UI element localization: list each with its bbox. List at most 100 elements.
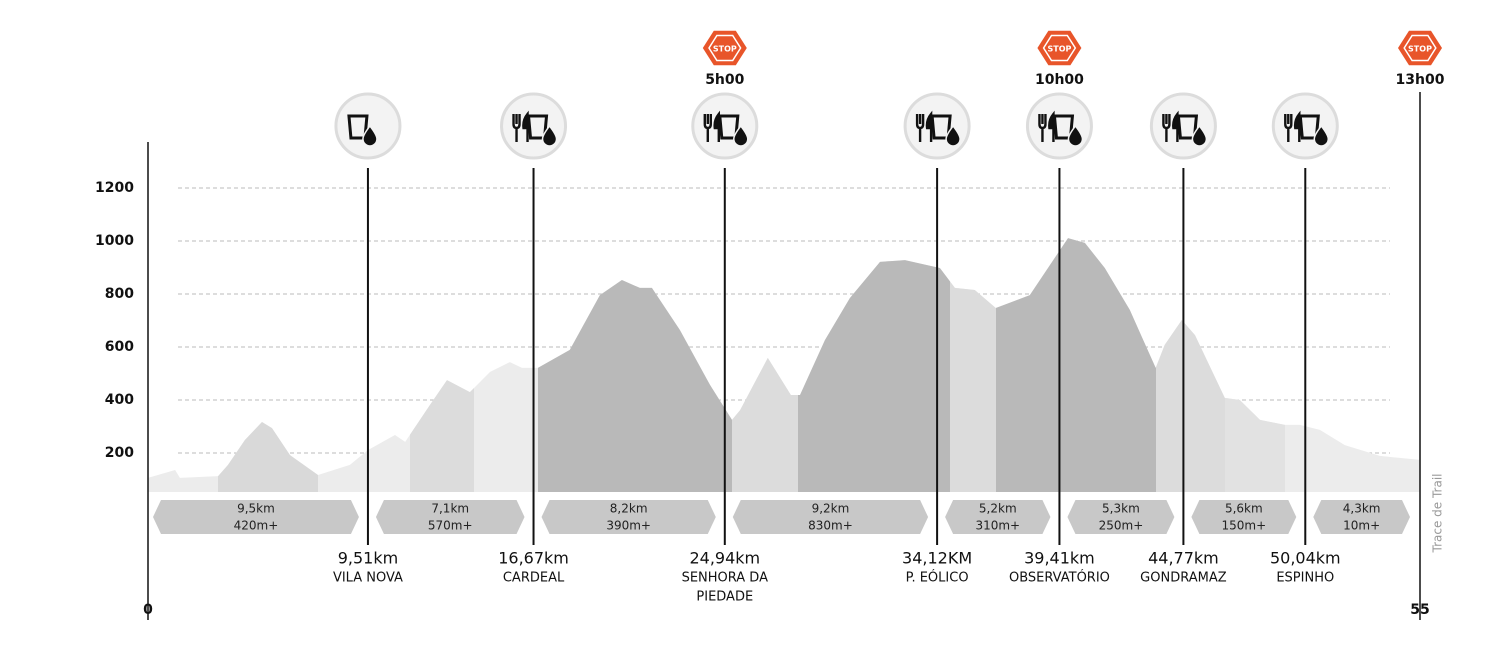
service-icon: [1025, 92, 1093, 160]
checkpoint-km: 50,04km: [1270, 549, 1341, 568]
drop: [1191, 124, 1208, 147]
checkpoint-name: OBSERVATÓRIO: [1009, 570, 1110, 586]
icon-circle: [691, 92, 759, 160]
drop: [362, 124, 378, 147]
drop: [1067, 124, 1084, 147]
segment-gain: 150m+: [1222, 519, 1267, 533]
fork: [915, 114, 925, 142]
checkpoint-name: CARDEAL: [503, 571, 565, 586]
checkpoint-name: P. EÓLICO: [906, 570, 969, 586]
segment-gain: 420m+: [234, 519, 279, 533]
icon-circle: [1025, 92, 1093, 160]
drop: [945, 124, 961, 147]
segment-gain: 310m+: [975, 519, 1020, 533]
knife: [522, 110, 529, 142]
section-shade: [538, 238, 732, 492]
segment-chevron: [945, 500, 1051, 534]
fork: [1038, 114, 1047, 142]
segment-distance: 9,5km: [237, 502, 275, 516]
stop-sign-inner: [1042, 34, 1077, 62]
segment-distance: 5,6km: [1225, 502, 1263, 516]
section-shade: [798, 238, 950, 492]
segment-chevron: [1313, 500, 1410, 534]
stop-label: STOP: [1408, 45, 1432, 54]
section-shade: [996, 238, 1156, 492]
section-shade: [950, 238, 996, 492]
segment-gain: 250m+: [1099, 519, 1144, 533]
checkpoint-name: ESPINHO: [1276, 571, 1334, 586]
y-tick-label: 1000: [95, 233, 134, 249]
checkpoint-km: 44,77km: [1148, 549, 1219, 568]
service-icon: [903, 92, 971, 160]
segment-chevron: [1191, 500, 1297, 534]
drop: [1313, 124, 1330, 147]
segment-distance: 5,2km: [979, 502, 1017, 516]
icon-circle: [1149, 92, 1217, 160]
service-icon: [691, 92, 759, 160]
segment-chevron: [541, 500, 716, 534]
knife: [1293, 110, 1301, 142]
checkpoint-name: SENHORA DA: [682, 571, 769, 586]
fork: [1284, 114, 1293, 142]
stop-time: 5h00: [705, 72, 744, 88]
y-tick-label: 800: [105, 286, 134, 302]
segment-gain: 390m+: [606, 519, 651, 533]
knife: [1048, 110, 1055, 142]
checkpoint-km: 24,94km: [689, 549, 760, 568]
x-tick-label: 0: [143, 602, 153, 618]
checkpoint-name: GONDRAMAZ: [1140, 571, 1227, 586]
segment-distance: 7,1km: [431, 502, 469, 516]
stop-sign-inner: [1403, 34, 1437, 62]
stop-sign-inner: [708, 34, 742, 62]
knife: [925, 110, 933, 142]
segment-chevron: [153, 500, 359, 534]
stop-time: 13h00: [1396, 72, 1445, 88]
section-shade: [1225, 238, 1285, 492]
segment-distance: 4,3km: [1343, 502, 1381, 516]
icon-circle: [903, 92, 971, 160]
y-tick-label: 400: [105, 392, 134, 408]
x-tick-label: 55: [1410, 602, 1429, 618]
icon-circle: [334, 92, 402, 160]
icon-circle: [500, 92, 568, 160]
knife: [1172, 110, 1179, 142]
section-shade: [218, 238, 318, 492]
fork: [703, 114, 712, 142]
icon-circle: [1271, 92, 1339, 160]
fork: [1162, 114, 1171, 142]
checkpoint-km: 9,51km: [338, 549, 398, 568]
drop: [541, 124, 558, 147]
stop-label: STOP: [713, 45, 737, 54]
segment-distance: 8,2km: [610, 502, 648, 516]
segment-gain: 830m+: [808, 519, 853, 533]
section-shade: [410, 238, 474, 492]
segment-chevron: [1067, 500, 1175, 534]
service-icon: [1271, 92, 1339, 160]
credit: Trace de Trail: [1431, 474, 1445, 554]
service-icon: [500, 92, 568, 160]
checkpoint-name: PIEDADE: [696, 590, 753, 605]
y-tick-label: 600: [105, 339, 134, 355]
stop-label: STOP: [1048, 45, 1072, 54]
segment-chevron: [375, 500, 525, 534]
y-tick-label: 1200: [95, 180, 134, 196]
checkpoint-name: VILA NOVA: [333, 571, 403, 586]
service-icon: [1149, 92, 1217, 160]
segment-distance: 9,2km: [812, 502, 850, 516]
section-shade: [1156, 238, 1225, 492]
y-tick-label: 200: [105, 445, 134, 461]
segment-distance: 5,3km: [1102, 502, 1140, 516]
fork: [512, 114, 521, 142]
checkpoint-km: 34,12KM: [902, 549, 972, 568]
service-icon: [334, 92, 402, 160]
segment-gain: 10m+: [1343, 519, 1380, 533]
stop-time: 10h00: [1035, 72, 1084, 88]
checkpoint-km: 16,67km: [498, 549, 569, 568]
section-shade: [732, 238, 798, 492]
checkpoint-km: 39,41km: [1024, 549, 1095, 568]
segment-gain: 570m+: [428, 519, 473, 533]
knife: [713, 110, 720, 142]
segment-chevron: [732, 500, 929, 534]
drop: [733, 124, 749, 147]
